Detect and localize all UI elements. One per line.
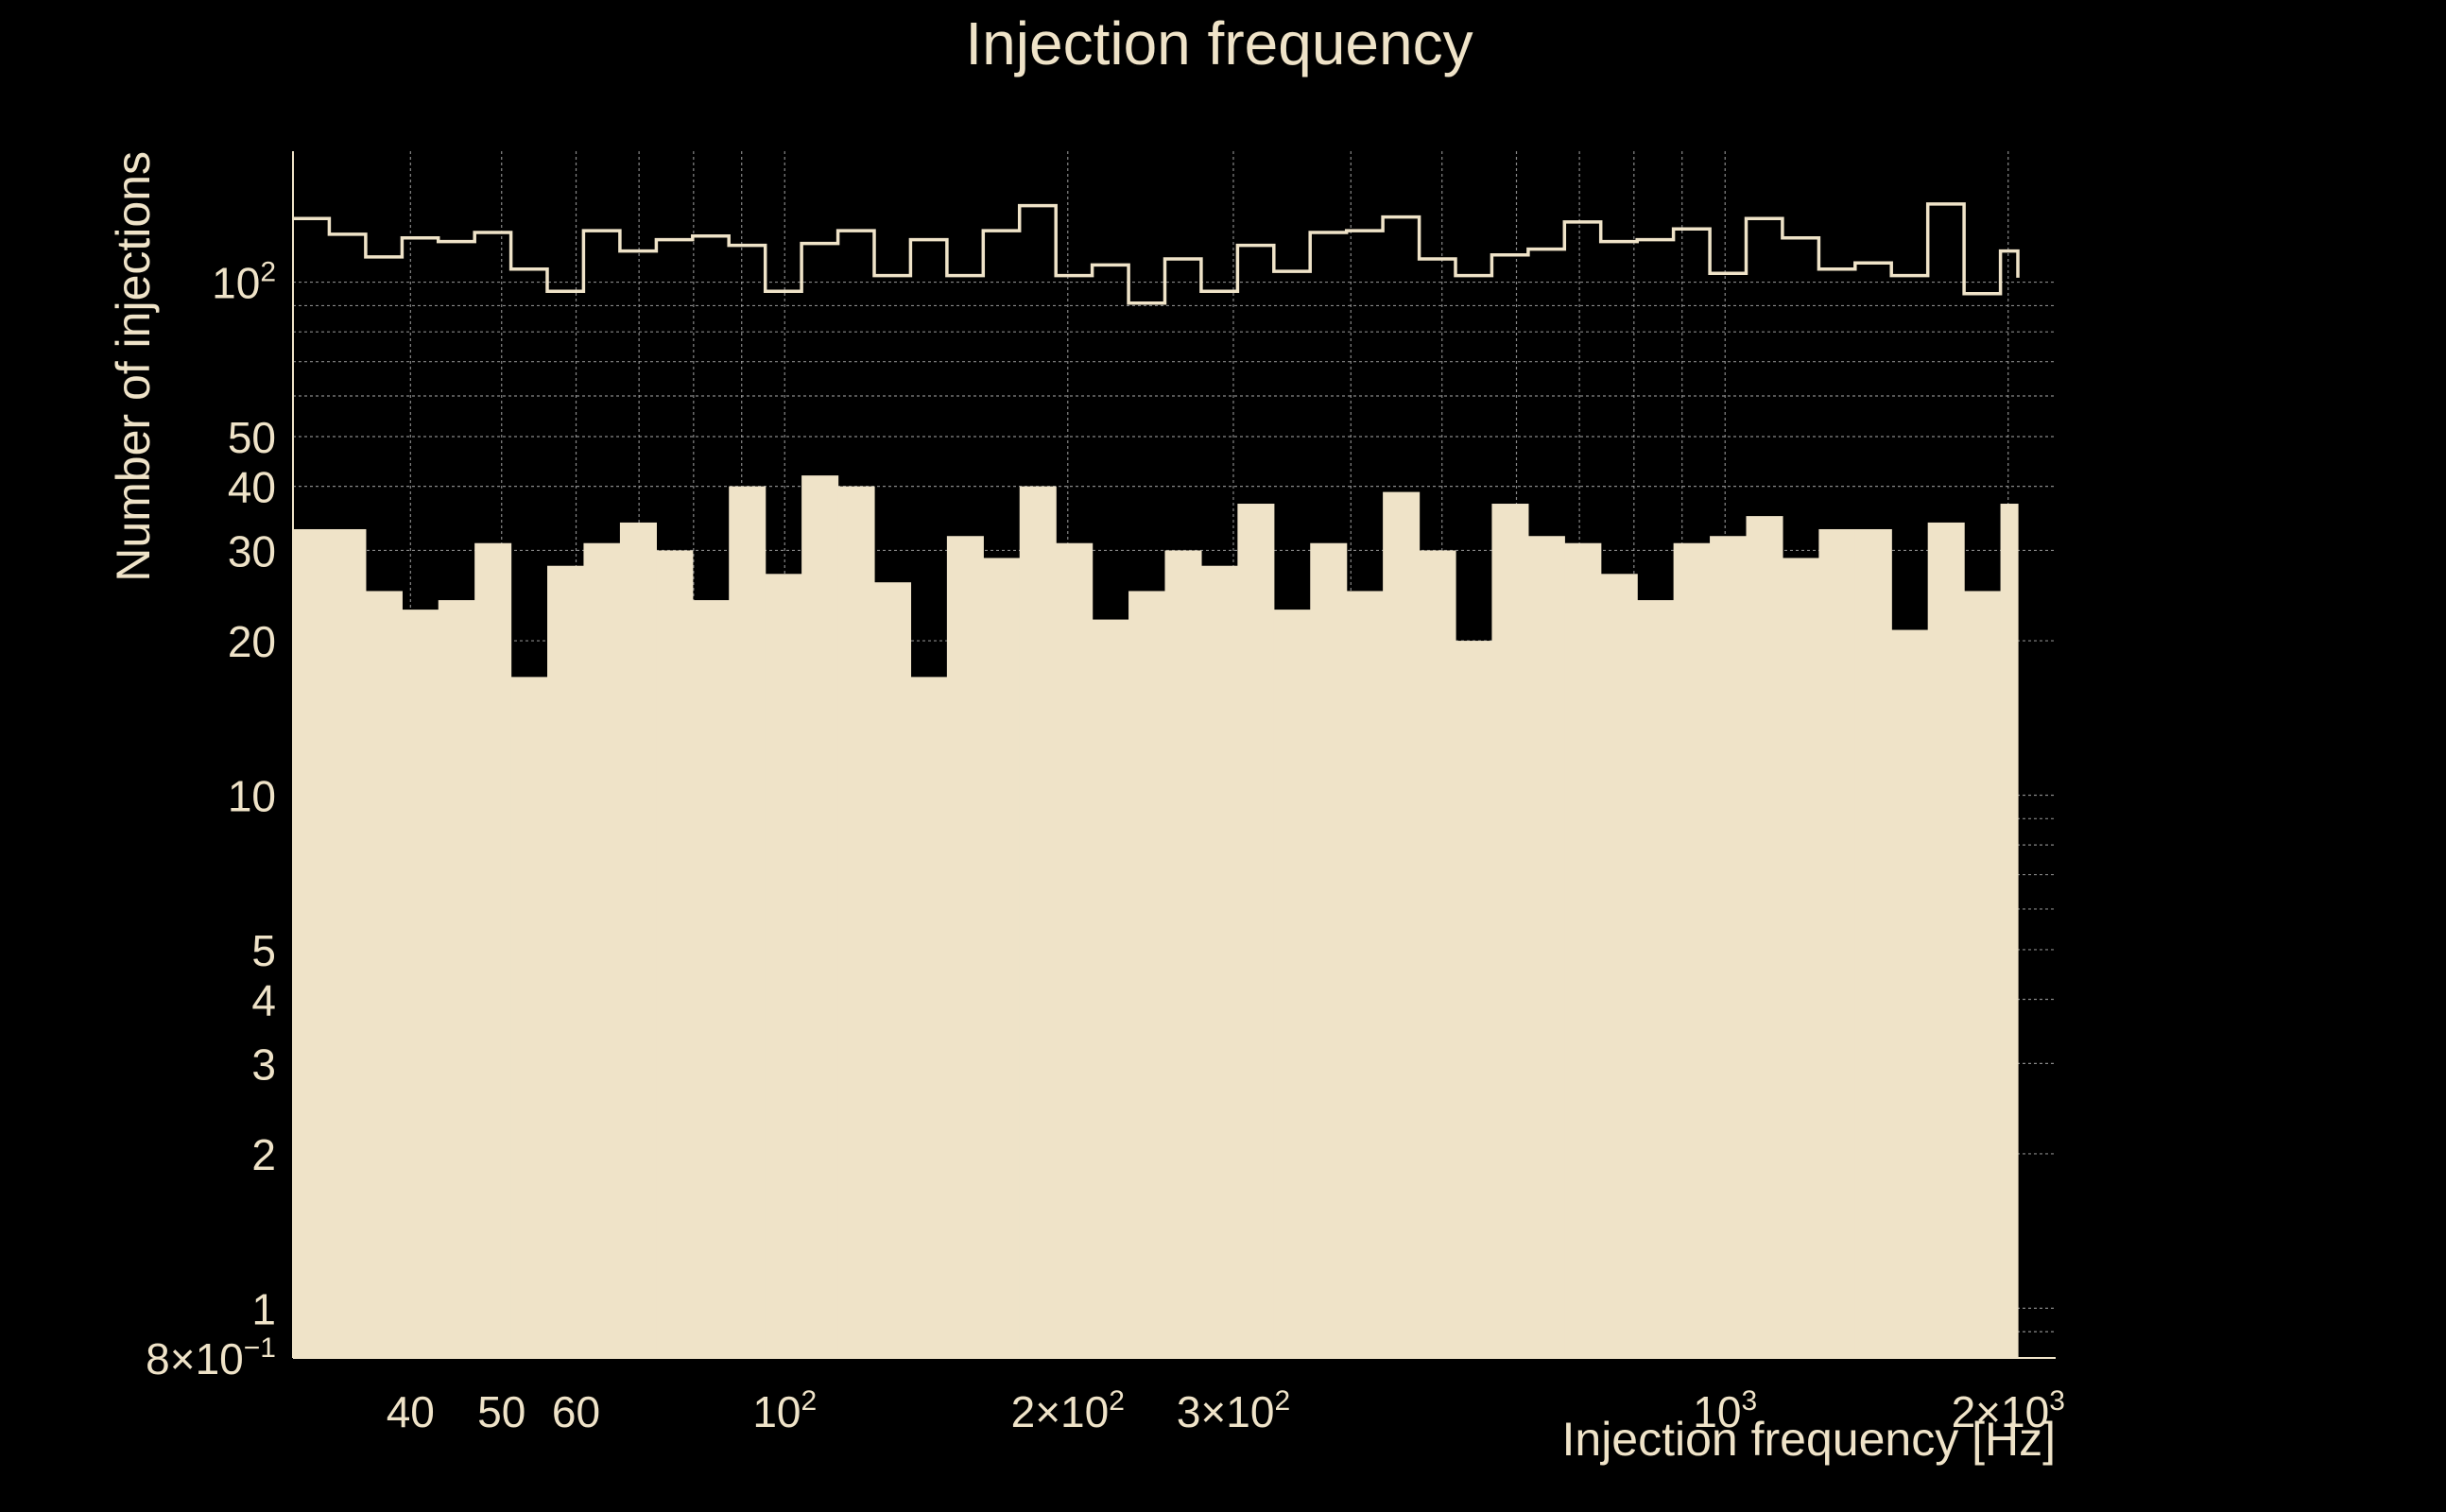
histogram-bar: [293, 528, 331, 1358]
histogram-bar: [1564, 542, 1602, 1358]
y-tick-label: 5: [251, 926, 276, 975]
histogram-bar: [1310, 542, 1348, 1358]
histogram-bar: [2000, 504, 2019, 1358]
histogram-bar: [729, 486, 767, 1358]
histogram-bar: [1782, 558, 1819, 1358]
y-axis-label: Number of injections: [107, 151, 160, 582]
y-tick-label: 4: [251, 976, 276, 1025]
y-tick-label: 20: [228, 617, 276, 666]
histogram-bar: [1746, 516, 1783, 1358]
x-tick-label: 102: [752, 1385, 817, 1436]
histogram-bar: [1710, 536, 1748, 1358]
axes: [292, 151, 2056, 1359]
histogram-bar: [692, 600, 730, 1358]
histogram-bar: [1927, 522, 1965, 1358]
histogram-bar: [1491, 504, 1529, 1358]
histogram-bar: [619, 522, 657, 1358]
histogram-bar: [474, 542, 512, 1358]
x-tick-label: 103: [1693, 1385, 1757, 1436]
histogram-bar: [656, 550, 694, 1358]
x-tick-label: 2×103: [1952, 1385, 2065, 1436]
chart-title: Injection frequency: [965, 9, 1473, 77]
histogram-bar: [583, 542, 621, 1358]
x-axis-label: Injection frequency [Hz]: [1562, 1413, 2057, 1466]
histogram-bar: [1200, 565, 1238, 1358]
y-tick-label: 2: [251, 1130, 276, 1179]
histogram-bar: [329, 528, 367, 1358]
histogram-bar: [1637, 600, 1675, 1358]
histogram-bar: [1818, 528, 1856, 1358]
x-tick-label: 40: [387, 1387, 435, 1436]
histogram-bar: [765, 574, 802, 1358]
step-histogram-line: [293, 202, 2020, 305]
histogram-bar: [837, 486, 875, 1358]
x-tick-label: 3×102: [1177, 1385, 1290, 1436]
histogram-bar: [1346, 591, 1384, 1358]
histogram-bar: [1891, 629, 1929, 1358]
histogram-bar: [438, 600, 475, 1358]
histogram-bar: [1854, 528, 1892, 1358]
x-tick-label: 60: [552, 1387, 600, 1436]
histogram-bar: [510, 677, 548, 1358]
histogram-bar: [983, 558, 1021, 1358]
histogram-bar: [547, 565, 585, 1358]
y-tick-label: 1: [251, 1284, 276, 1333]
y-tick-label: 3: [251, 1040, 276, 1089]
histogram-bar: [801, 475, 839, 1358]
histogram-bar: [1455, 641, 1493, 1358]
y-tick-label: 10: [228, 771, 276, 820]
y-tick-label: 30: [228, 526, 276, 576]
histogram-bar: [1419, 550, 1456, 1358]
filled-histogram: [293, 475, 2019, 1358]
histogram-bar: [1237, 504, 1275, 1358]
histogram-bar: [1383, 491, 1421, 1358]
x-tick-labels: 40 50 60 102 2×102 3×102 103 2×103: [387, 1385, 2065, 1436]
histogram-bar: [1964, 591, 2002, 1358]
y-tick-label: 40: [228, 463, 276, 512]
histogram-bar: [1164, 550, 1202, 1358]
histogram-bar: [1600, 574, 1638, 1358]
histogram-bar: [910, 677, 948, 1358]
y-tick-label: 102: [212, 257, 276, 308]
histogram-bar: [1128, 591, 1166, 1358]
histogram-bar: [1273, 610, 1311, 1358]
y-tick-label: 50: [228, 413, 276, 462]
x-tick-label: 2×102: [1011, 1385, 1125, 1436]
step-histogram: [293, 202, 2020, 305]
histogram-bar: [402, 610, 439, 1358]
histogram-bar: [1673, 542, 1711, 1358]
histogram-bar: [1092, 619, 1129, 1358]
x-tick-label: 50: [477, 1387, 525, 1436]
histogram-bar: [946, 536, 984, 1358]
histogram-bar: [873, 582, 912, 1358]
histogram-bar: [365, 591, 403, 1358]
histogram-bar: [1056, 542, 1094, 1358]
histogram-bar: [1527, 536, 1565, 1358]
histogram-bar: [1019, 486, 1057, 1358]
y-tick-label: 8×10−1: [146, 1332, 276, 1383]
